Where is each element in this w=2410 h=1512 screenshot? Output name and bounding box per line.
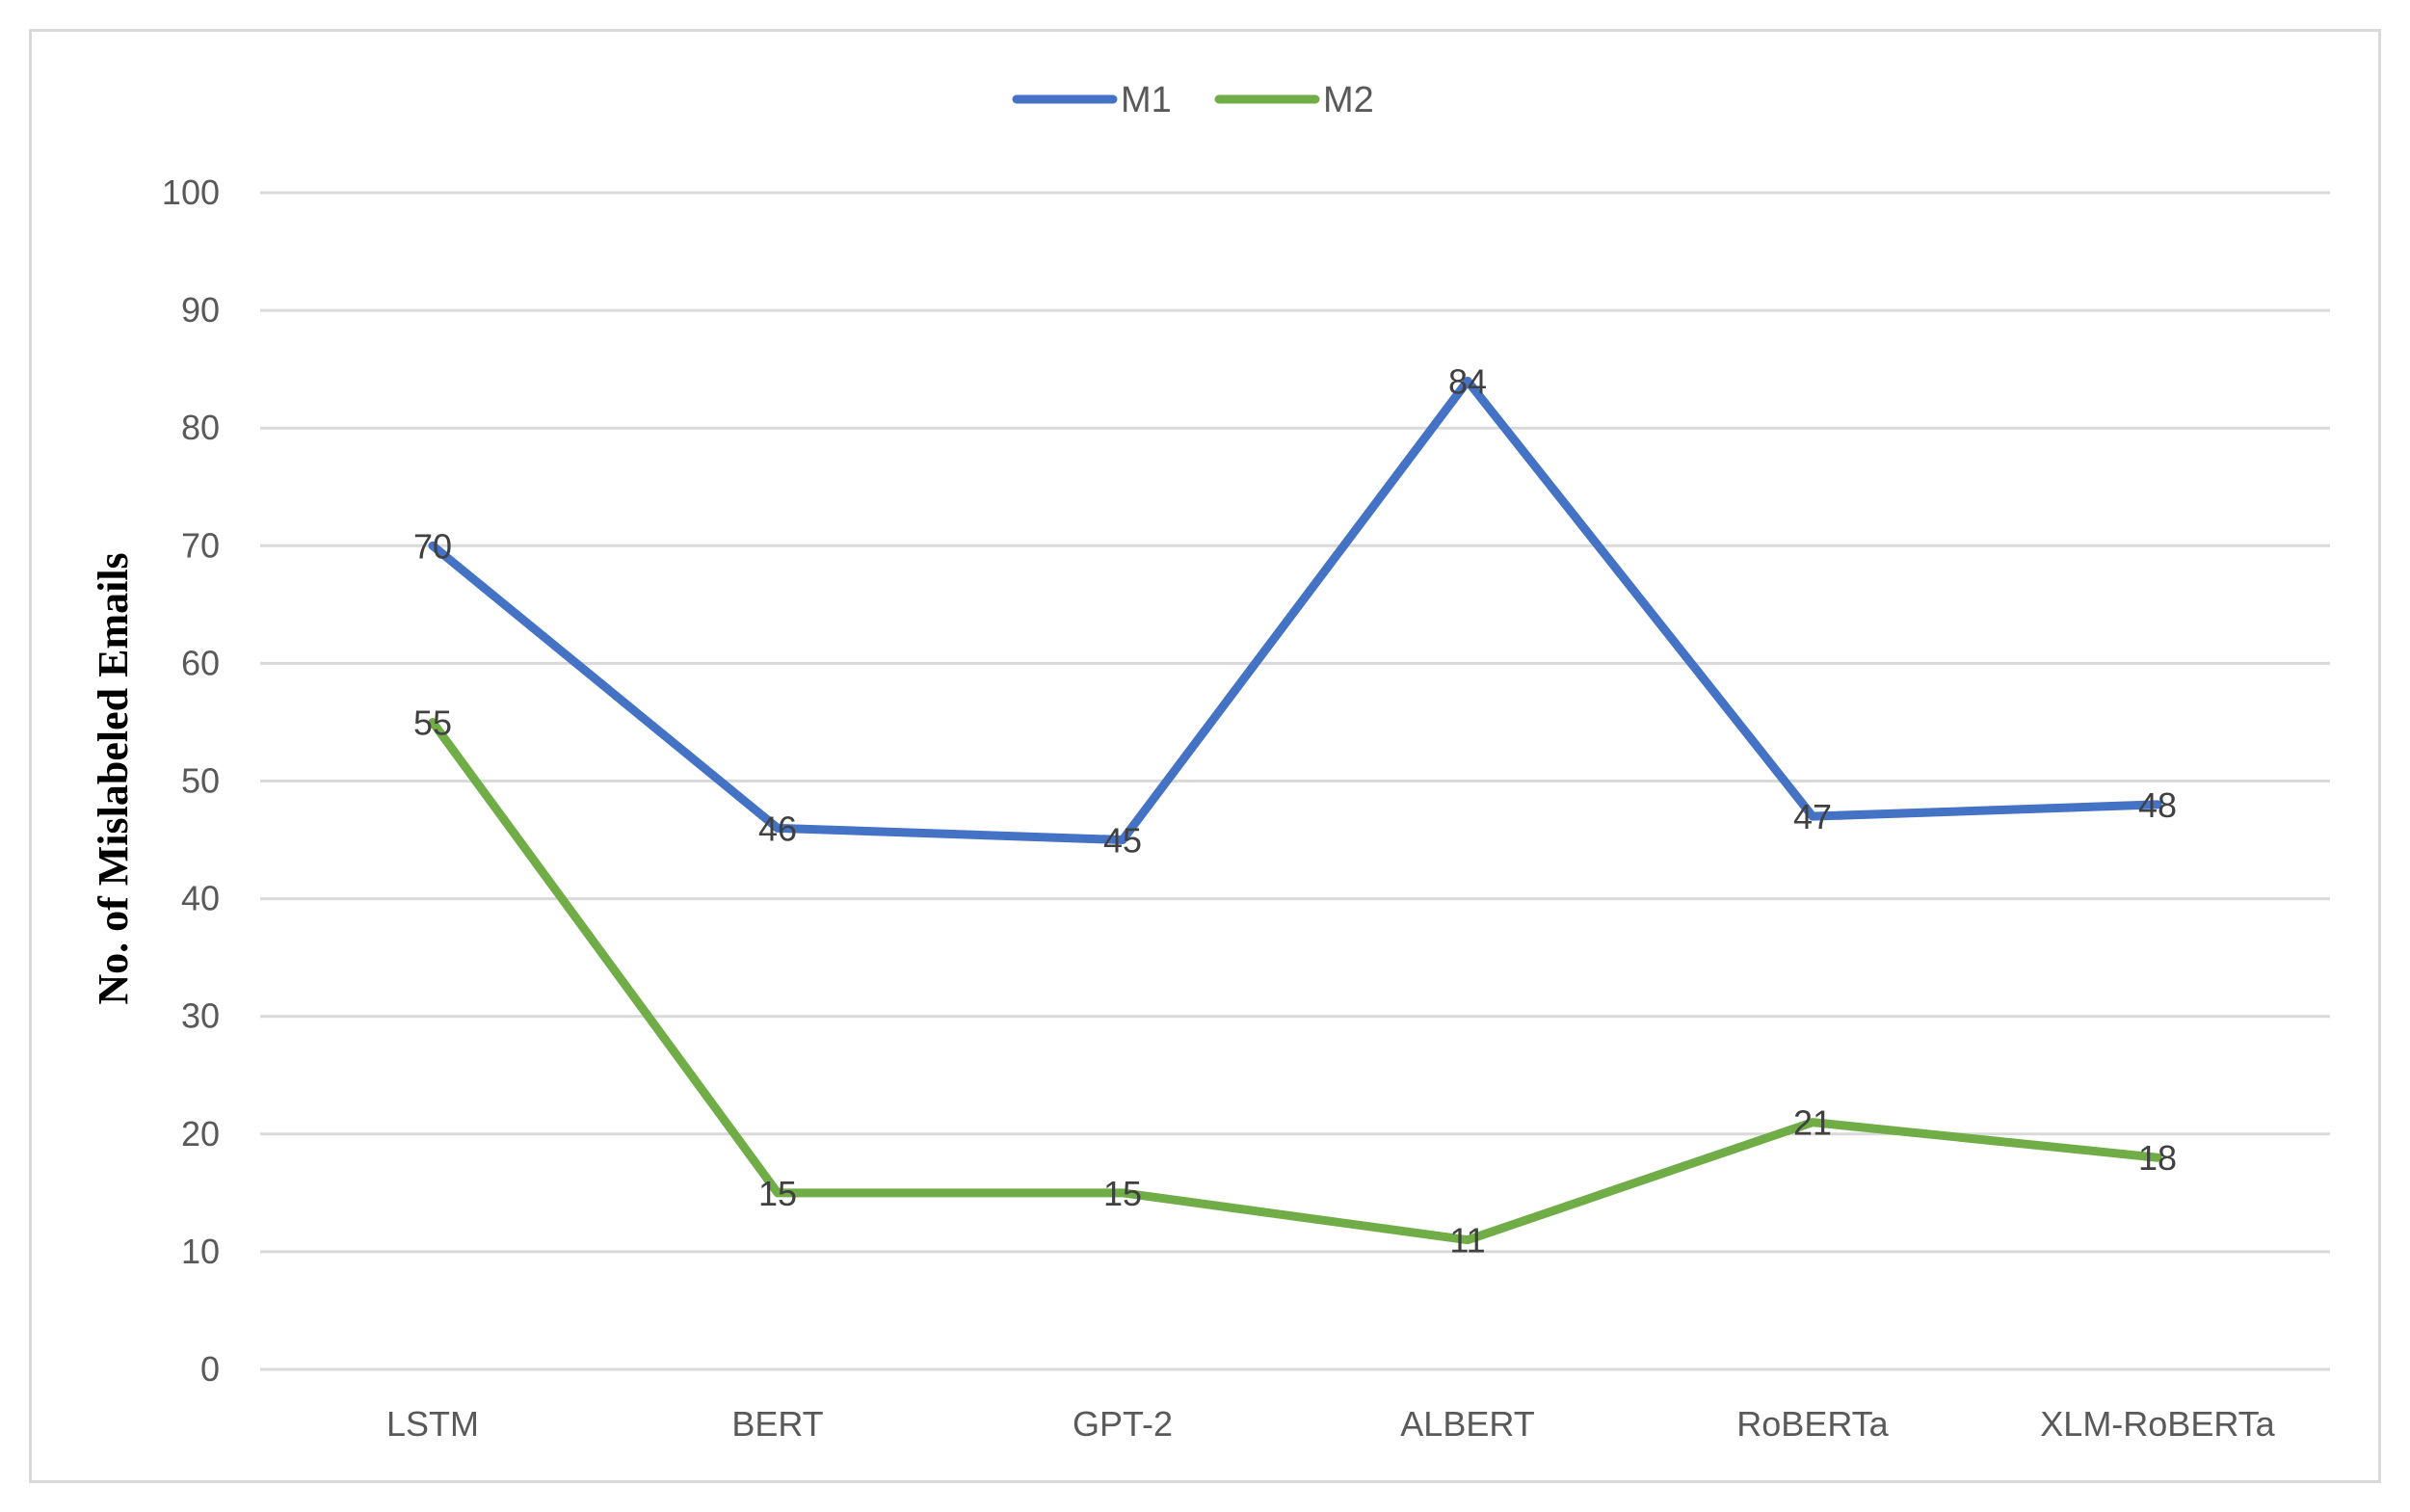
data-labels: 70 46 45 84 47 48 55 15 15 11 21 18 bbox=[413, 361, 2177, 1260]
y-tick-label: 20 bbox=[181, 1114, 220, 1154]
y-tick-label: 10 bbox=[181, 1232, 220, 1271]
gridlines bbox=[260, 191, 2330, 1371]
data-label-m1: 45 bbox=[1103, 821, 1142, 861]
series-line-m1 bbox=[428, 376, 2162, 845]
y-tick-label: 50 bbox=[181, 761, 220, 801]
x-tick-label: XLM-RoBERTa bbox=[2040, 1404, 2275, 1444]
data-label-m2: 15 bbox=[1103, 1174, 1142, 1213]
data-label-m1: 46 bbox=[758, 809, 797, 848]
x-tick-label: ALBERT bbox=[1400, 1404, 1534, 1444]
data-label-m2: 55 bbox=[413, 703, 452, 742]
x-tick-label: GPT-2 bbox=[1073, 1404, 1173, 1444]
y-tick-label: 40 bbox=[181, 879, 220, 918]
series-lines bbox=[428, 376, 2162, 1245]
y-tick-label: 60 bbox=[181, 643, 220, 682]
legend-label-m1: M1 bbox=[1121, 80, 1172, 120]
data-label-m2: 15 bbox=[758, 1174, 797, 1213]
chart-frame bbox=[29, 29, 2381, 1483]
y-tick-label: 100 bbox=[162, 172, 220, 212]
data-label-m2: 11 bbox=[1449, 1221, 1485, 1260]
series-line-m2 bbox=[428, 717, 2162, 1245]
y-tick-label: 0 bbox=[200, 1349, 220, 1389]
legend-label-m2: M2 bbox=[1323, 80, 1374, 120]
x-axis-ticks: LSTM BERT GPT-2 ALBERT RoBERTa XLM-RoBERTa bbox=[386, 1404, 2276, 1444]
data-label-m1: 48 bbox=[2138, 785, 2177, 825]
y-tick-label: 70 bbox=[181, 525, 220, 565]
y-tick-label: 30 bbox=[181, 996, 220, 1036]
data-label-m2: 21 bbox=[1793, 1103, 1832, 1143]
legend: M1 M2 bbox=[1012, 80, 1374, 120]
y-tick-label: 90 bbox=[181, 290, 220, 330]
data-label-m1: 47 bbox=[1793, 797, 1832, 836]
y-axis-ticks: 0 10 20 30 40 50 60 70 80 90 100 bbox=[162, 172, 220, 1389]
y-axis-title: No. of Mislabeled Emails bbox=[90, 552, 137, 1004]
y-tick-label: 80 bbox=[181, 408, 220, 447]
data-label-m1: 70 bbox=[413, 526, 452, 566]
data-label-m1: 84 bbox=[1448, 361, 1487, 401]
x-tick-label: LSTM bbox=[386, 1404, 479, 1444]
data-label-m2: 18 bbox=[2138, 1138, 2177, 1178]
x-tick-label: BERT bbox=[731, 1404, 823, 1444]
x-tick-label: RoBERTa bbox=[1736, 1404, 1889, 1444]
